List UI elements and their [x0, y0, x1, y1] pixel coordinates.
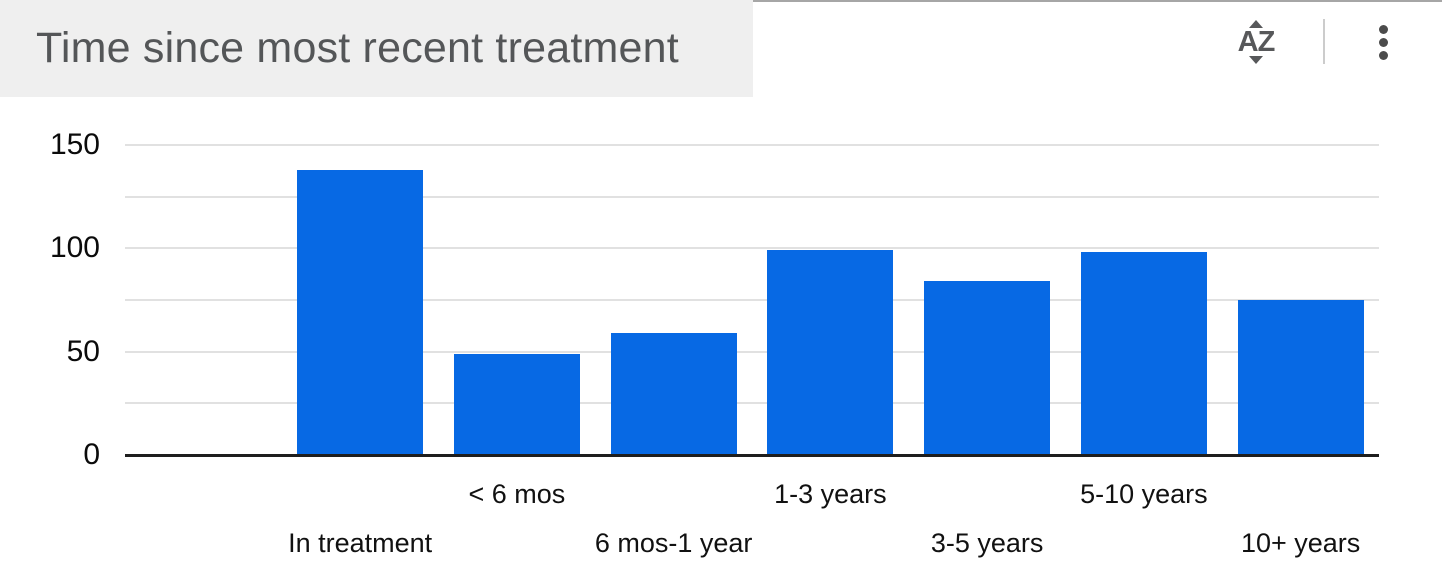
sort-alphabetical-button[interactable]: AZ	[1230, 14, 1282, 70]
x-axis-category-label: 3-5 years	[930, 528, 1044, 558]
bar-5-10-years[interactable]	[1080, 252, 1207, 455]
toolbar-divider	[1323, 19, 1325, 64]
bar-3-5-years[interactable]	[924, 281, 1051, 455]
chart-title: Time since most recent treatment	[36, 24, 679, 72]
gridline	[125, 350, 1379, 353]
gridline	[125, 247, 1379, 250]
chart-title-block: Time since most recent treatment	[0, 0, 753, 97]
bar-6-mos-1-year[interactable]	[610, 333, 737, 455]
gridline	[125, 195, 1379, 198]
bar-10-years[interactable]	[1237, 300, 1364, 455]
x-axis-line	[125, 454, 1379, 457]
bar--6-mos[interactable]	[453, 353, 580, 455]
y-axis-tick-label: 150	[49, 128, 100, 161]
x-axis-category-label: 1-3 years	[774, 479, 887, 509]
kebab-menu-icon	[1378, 25, 1388, 34]
bar-1-3-years[interactable]	[767, 250, 894, 455]
x-axis-category-label: 10+ years	[1240, 528, 1361, 558]
gridline	[125, 299, 1379, 301]
x-axis-category-label: < 6 mos	[468, 479, 566, 509]
x-axis-category-label: 6 mos-1 year	[594, 528, 753, 558]
x-axis-category-label: In treatment	[288, 528, 433, 558]
kebab-menu-icon	[1378, 51, 1388, 60]
sort-up-arrow-icon	[1249, 20, 1263, 28]
gridline	[125, 144, 1379, 146]
x-axis-category-label: 5-10 years	[1080, 479, 1208, 509]
bar-in-treatment[interactable]	[297, 169, 424, 455]
y-axis-tick-label: 100	[49, 231, 100, 265]
y-axis-tick-label: 50	[66, 334, 100, 368]
sort-down-arrow-icon	[1249, 56, 1263, 64]
kebab-menu-icon	[1378, 38, 1388, 47]
sort-az-icon: AZ	[1237, 26, 1276, 58]
gridline	[125, 402, 1379, 405]
more-options-button[interactable]	[1377, 25, 1389, 63]
y-axis-tick-label: 0	[83, 438, 100, 471]
